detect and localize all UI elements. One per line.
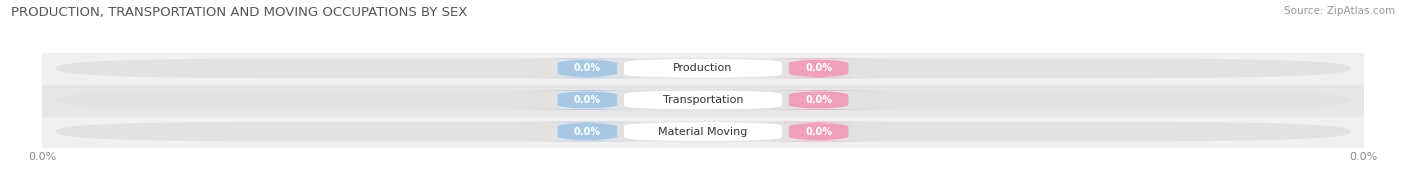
- FancyBboxPatch shape: [624, 122, 782, 141]
- Text: Transportation: Transportation: [662, 95, 744, 105]
- Bar: [42, 84, 1364, 116]
- Text: 0.0%: 0.0%: [574, 127, 600, 137]
- FancyBboxPatch shape: [749, 59, 889, 78]
- FancyBboxPatch shape: [749, 90, 889, 110]
- FancyBboxPatch shape: [624, 90, 782, 110]
- FancyBboxPatch shape: [517, 122, 657, 141]
- Text: 0.0%: 0.0%: [574, 63, 600, 73]
- Text: 0.0%: 0.0%: [806, 127, 832, 137]
- Text: Material Moving: Material Moving: [658, 127, 748, 137]
- Bar: [42, 53, 1364, 84]
- Text: Source: ZipAtlas.com: Source: ZipAtlas.com: [1284, 6, 1395, 16]
- FancyBboxPatch shape: [517, 59, 657, 78]
- Bar: [42, 116, 1364, 147]
- FancyBboxPatch shape: [55, 59, 1351, 78]
- FancyBboxPatch shape: [749, 122, 889, 141]
- FancyBboxPatch shape: [55, 90, 1351, 110]
- Text: Production: Production: [673, 63, 733, 73]
- FancyBboxPatch shape: [624, 59, 782, 78]
- Text: 0.0%: 0.0%: [806, 95, 832, 105]
- FancyBboxPatch shape: [517, 90, 657, 110]
- Legend: Male, Female: Male, Female: [638, 191, 768, 196]
- FancyBboxPatch shape: [55, 122, 1351, 141]
- Text: 0.0%: 0.0%: [574, 95, 600, 105]
- Text: 0.0%: 0.0%: [806, 63, 832, 73]
- Text: PRODUCTION, TRANSPORTATION AND MOVING OCCUPATIONS BY SEX: PRODUCTION, TRANSPORTATION AND MOVING OC…: [11, 6, 468, 19]
